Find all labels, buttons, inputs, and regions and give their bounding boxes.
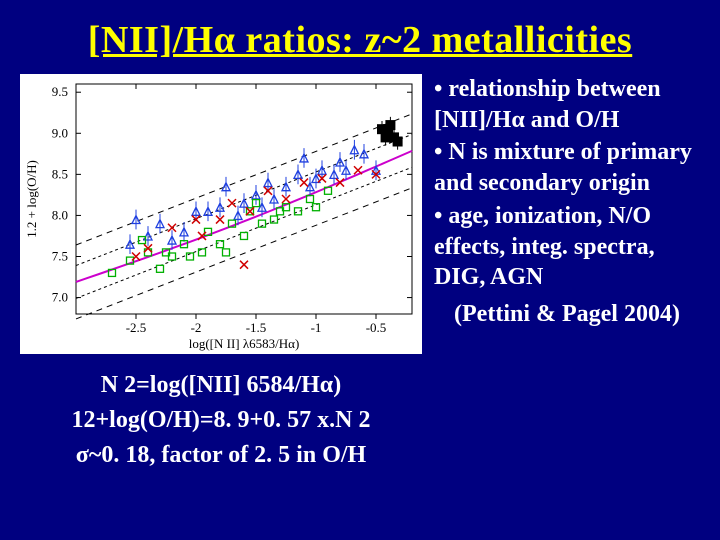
citation: (Pettini & Pagel 2004) [434,299,700,330]
svg-text:9.0: 9.0 [52,125,68,140]
formula-line-3: σ~0. 18, factor of 2. 5 in O/H [20,438,422,473]
svg-text:8.5: 8.5 [52,166,68,181]
svg-text:-0.5: -0.5 [366,320,387,335]
formula-line-2: 12+log(O/H)=8. 9+0. 57 x.N 2 [20,403,422,438]
formula-line-1: N 2=log([NII] 6584/Hα) [20,368,422,403]
formula-block: N 2=log([NII] 6584/Hα) 12+log(O/H)=8. 9+… [20,368,422,472]
svg-text:8.0: 8.0 [52,207,68,222]
svg-text:log([N II] λ6583/Hα): log([N II] λ6583/Hα) [189,336,300,351]
scatter-chart: -2.5 -2 -1.5 -1 -0.5 7.0 7.5 8.0 8.5 9.0 9.5 log([N… [20,74,422,354]
bullet-2: • N is mixture of primary and secondary … [434,137,700,198]
svg-text:1.2 + log(O/H): 1.2 + log(O/H) [24,160,39,238]
svg-text:7.0: 7.0 [52,290,68,305]
svg-text:9.5: 9.5 [52,84,68,99]
svg-text:-2: -2 [191,320,202,335]
svg-text:7.5: 7.5 [52,249,68,264]
svg-text:-1.5: -1.5 [246,320,267,335]
slide-title: [NII]/Hα ratios: z~2 metallicities [0,0,720,70]
bullet-1: • relationship between [NII]/Hα and O/H [434,74,700,135]
content-row: -2.5 -2 -1.5 -1 -0.5 7.0 7.5 8.0 8.5 9.0 9.5 log([N… [0,70,720,472]
left-column: -2.5 -2 -1.5 -1 -0.5 7.0 7.5 8.0 8.5 9.0 9.5 log([N… [20,74,422,472]
svg-text:-1: -1 [311,320,322,335]
right-column: • relationship between [NII]/Hα and O/H … [434,74,700,472]
svg-text:-2.5: -2.5 [126,320,147,335]
bullet-3: • age, ionization, N/O effects, integ. s… [434,201,700,293]
